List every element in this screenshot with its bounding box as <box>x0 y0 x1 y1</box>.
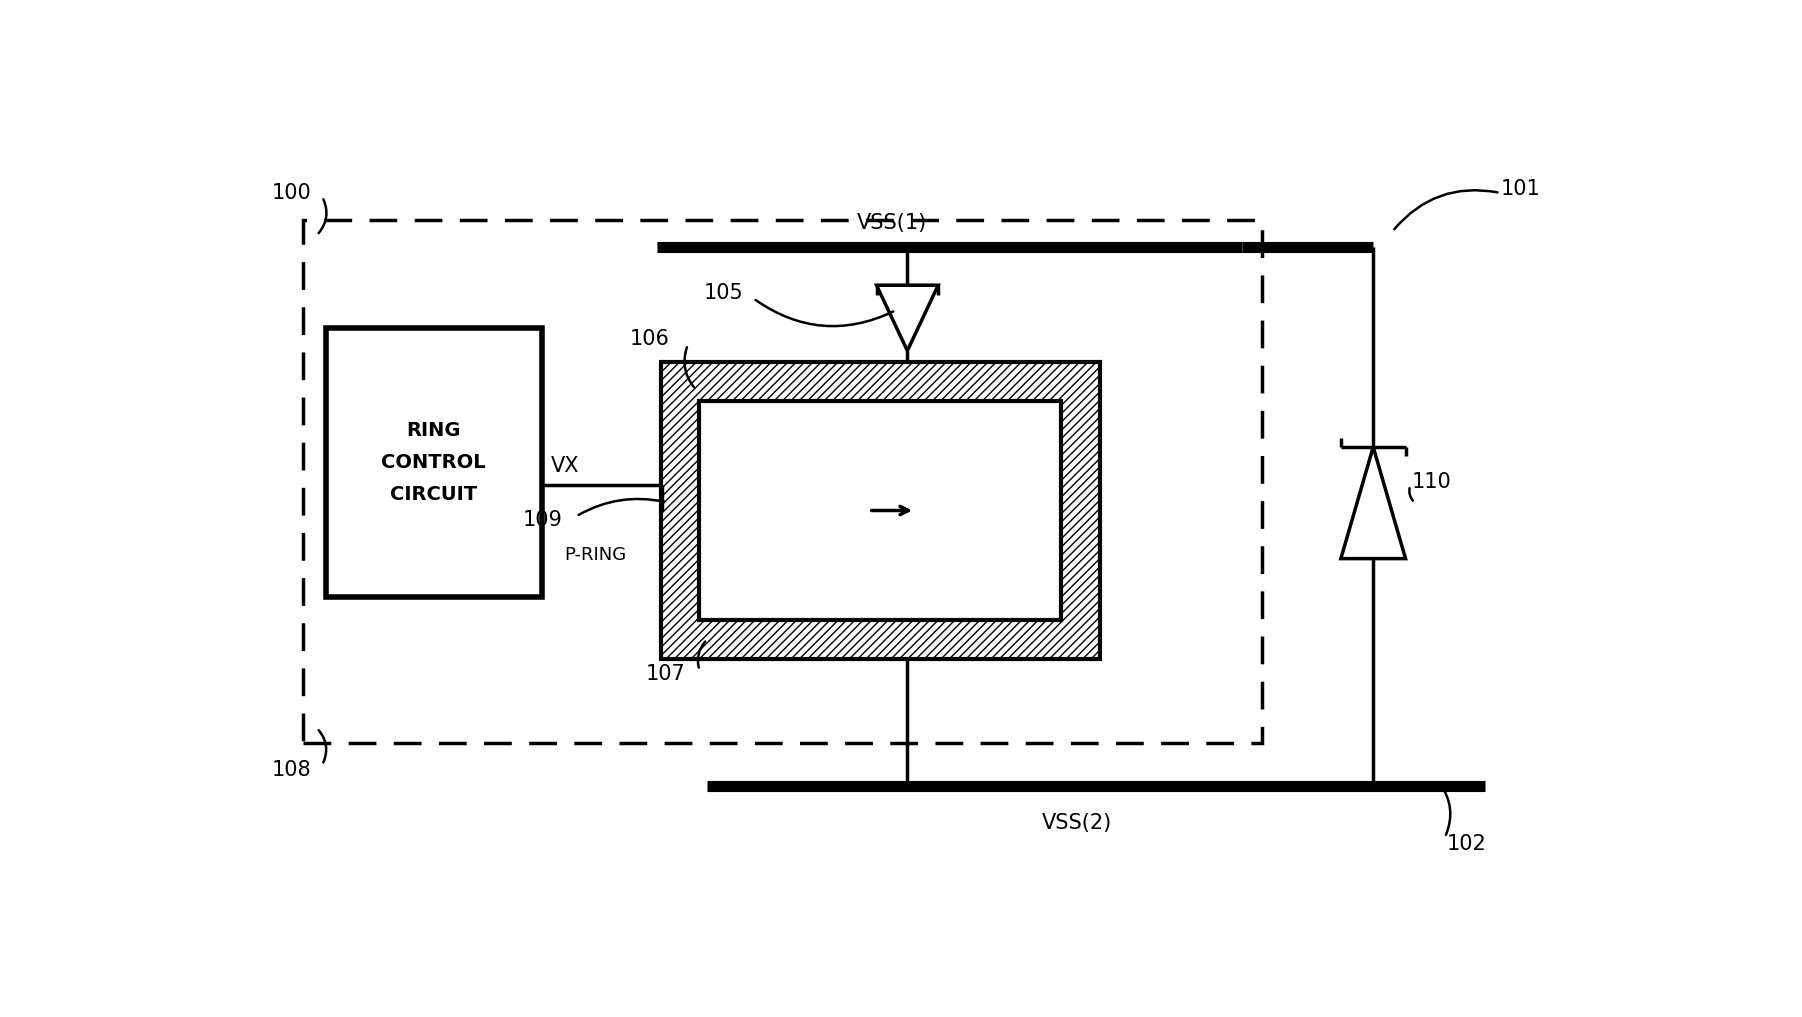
Text: VSS(1): VSS(1) <box>856 213 926 233</box>
Text: 100: 100 <box>272 183 312 202</box>
Text: 108: 108 <box>272 761 312 780</box>
Text: CIRCUIT: CIRCUIT <box>391 485 478 504</box>
Text: 106: 106 <box>631 330 670 349</box>
Bar <box>661 362 1099 659</box>
Text: 109: 109 <box>523 511 562 530</box>
Text: 107: 107 <box>645 664 685 684</box>
Polygon shape <box>876 286 939 351</box>
Text: RING: RING <box>407 421 461 439</box>
Text: 105: 105 <box>703 283 742 303</box>
Bar <box>326 327 542 597</box>
Text: P-RING: P-RING <box>564 546 627 563</box>
Text: CONTROL: CONTROL <box>382 453 487 472</box>
Bar <box>699 401 1061 620</box>
Text: 102: 102 <box>1447 834 1487 853</box>
Bar <box>303 220 1261 743</box>
Text: VX: VX <box>551 457 580 476</box>
Text: VSS(2): VSS(2) <box>1042 813 1112 833</box>
Polygon shape <box>1341 447 1406 558</box>
Text: 101: 101 <box>1501 179 1541 199</box>
Text: 110: 110 <box>1411 472 1451 491</box>
